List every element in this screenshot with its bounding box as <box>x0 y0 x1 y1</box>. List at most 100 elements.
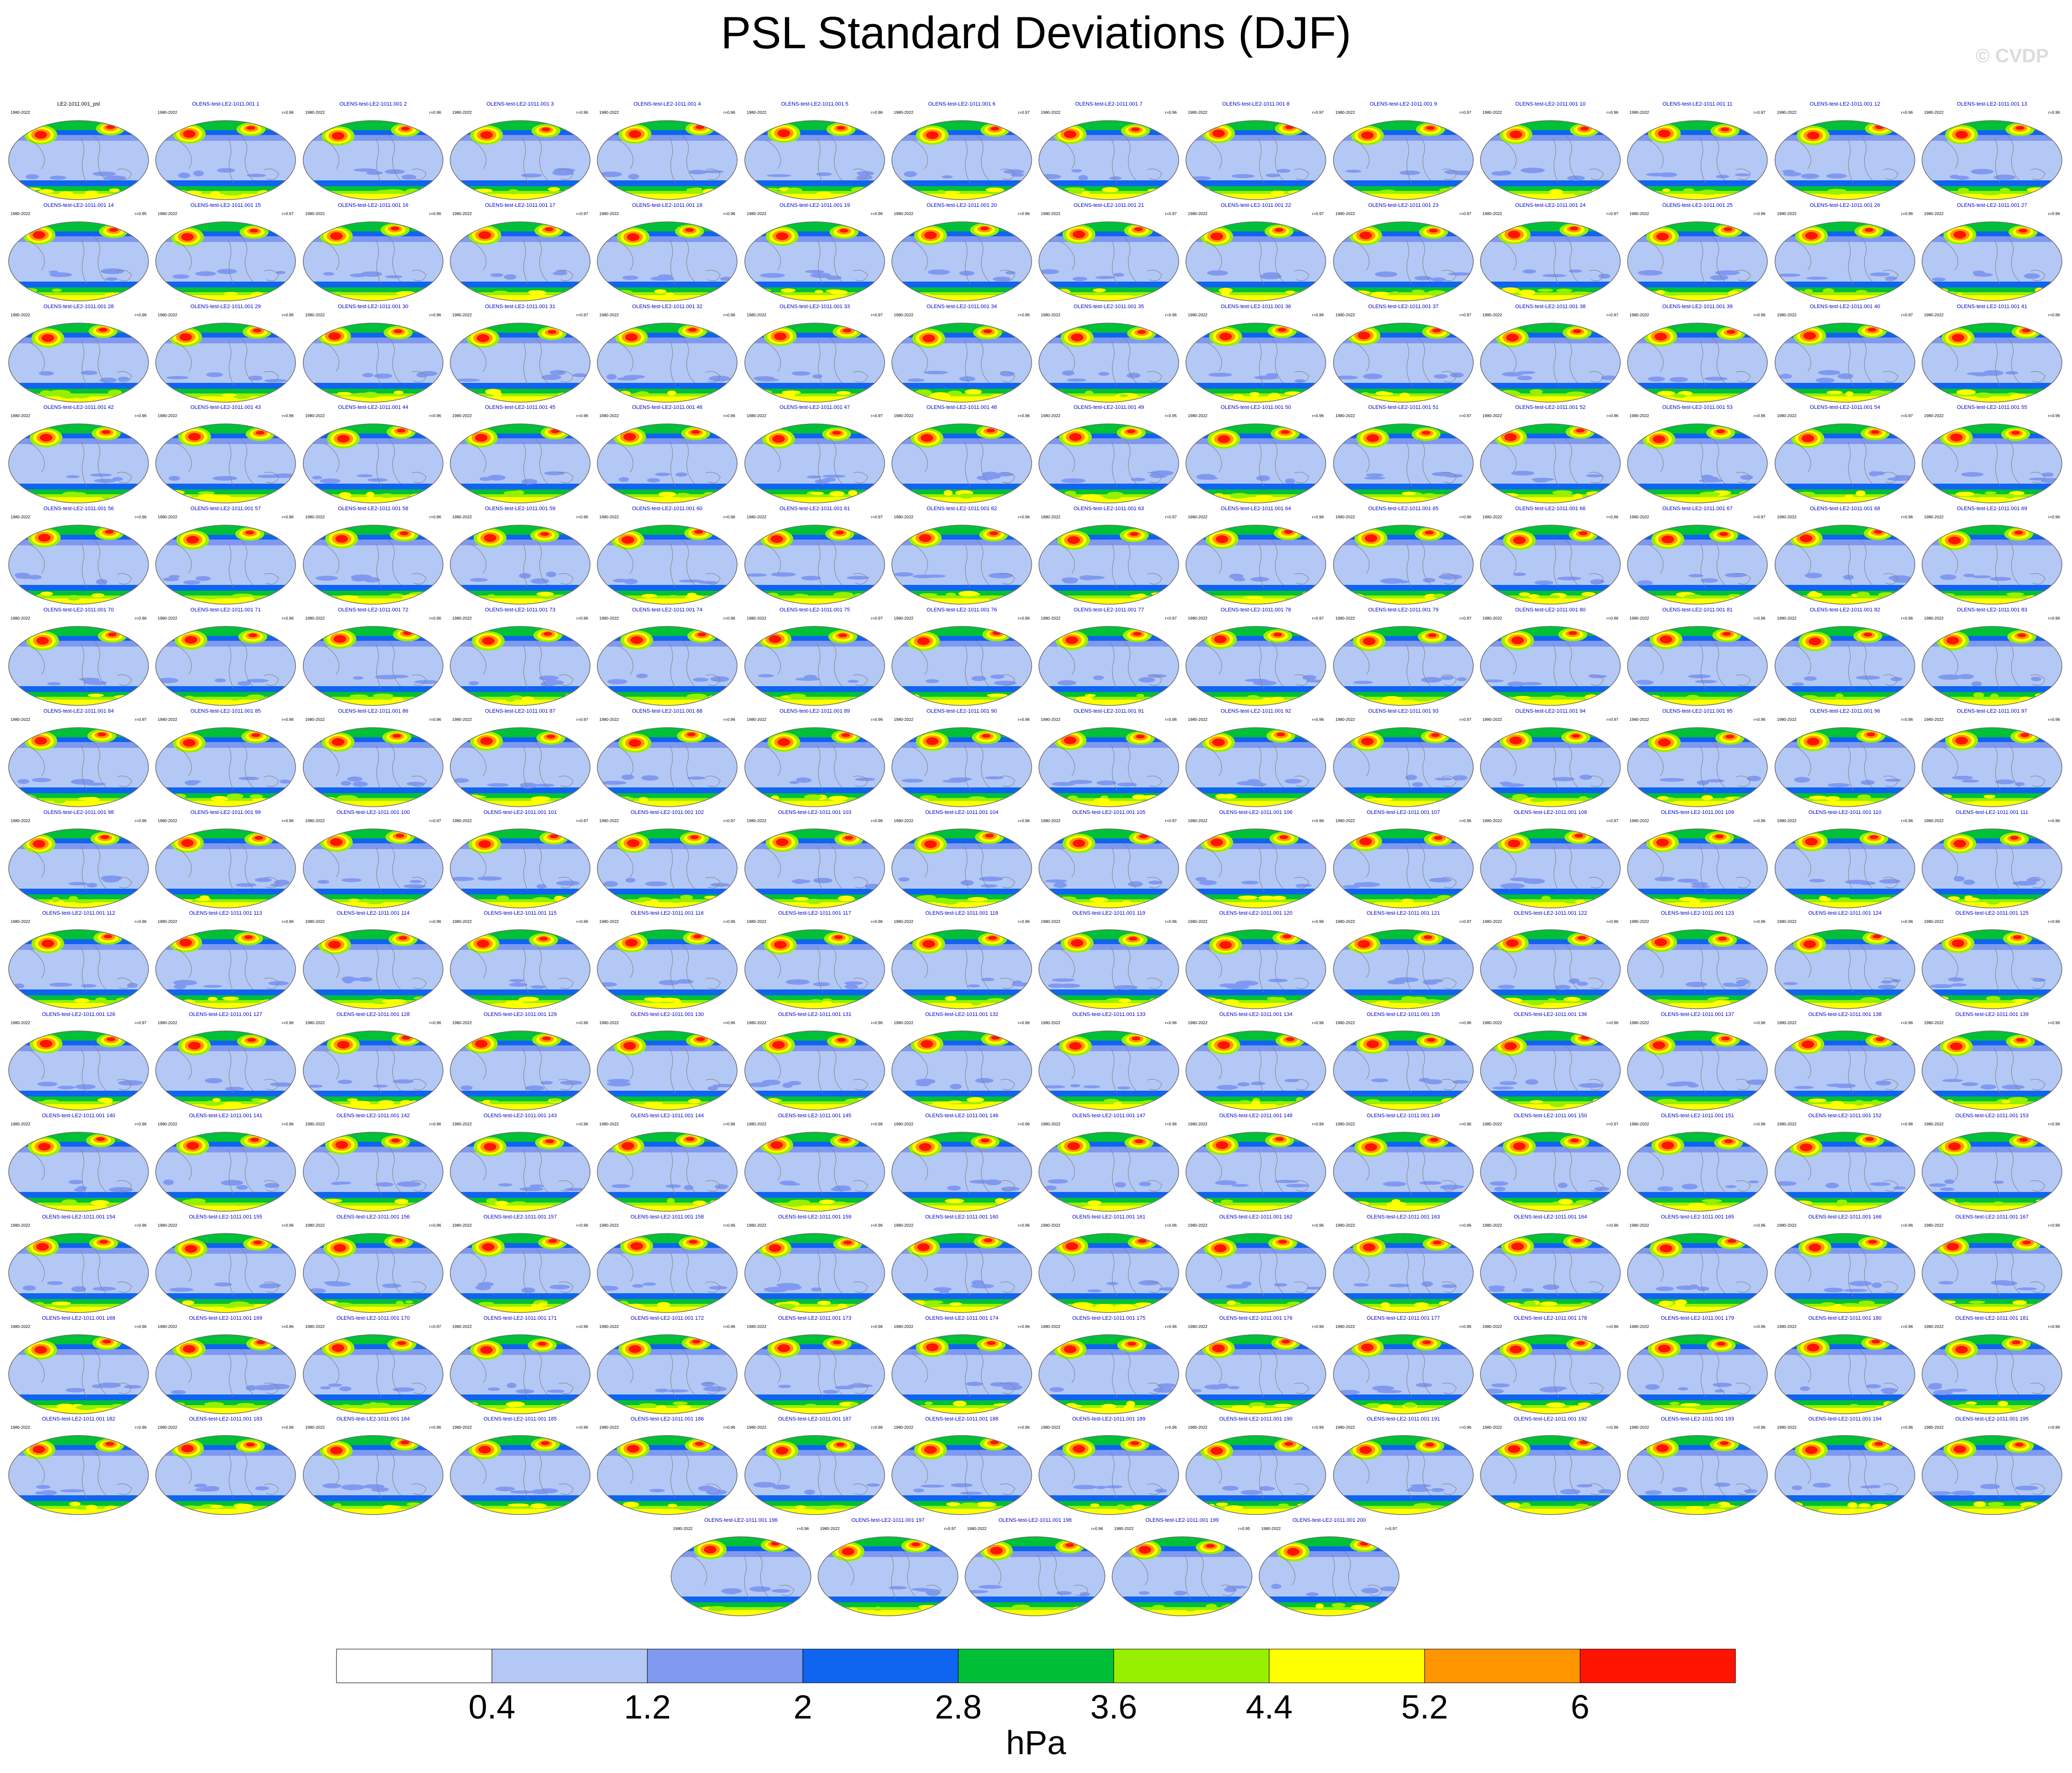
panel-pattern-correlation: r=0.97 <box>135 717 147 722</box>
panel-pattern-correlation: r=0.96 <box>135 413 147 418</box>
panel-period: 1980-2022 <box>1482 717 1502 722</box>
panel-period: 1980-2022 <box>11 616 30 621</box>
panel-period: 1980-2022 <box>305 919 325 924</box>
ensemble-panel: OLENS-test-LE2-1011.001 39 1980-2022 r=0.9… <box>1627 302 1768 403</box>
ensemble-panel: OLENS-test-LE2-1011.001 65 1980-2022 r=0.9… <box>1332 504 1474 605</box>
colorbar-tick-label: 0.4 <box>469 1688 515 1726</box>
panel-period: 1980-2022 <box>1041 514 1061 519</box>
panel-pattern-correlation: r=0.97 <box>282 211 294 216</box>
ensemble-panel: OLENS-test-LE2-1011.001 136 1980-2022 r=0.… <box>1480 1010 1621 1110</box>
panel-pattern-correlation: r=0.96 <box>429 211 441 216</box>
panel-pattern-correlation: r=0.96 <box>135 1425 147 1430</box>
panel-title: OLENS-test-LE2-1011.001 18 <box>632 203 702 208</box>
panel-title: OLENS-test-LE2-1011.001 185 <box>484 1416 557 1422</box>
panel-title: OLENS-test-LE2-1011.001 135 <box>1367 1012 1440 1017</box>
panel-title: OLENS-test-LE2-1011.001 144 <box>631 1113 704 1119</box>
ensemble-panel: OLENS-test-LE2-1011.001 95 1980-2022 r=0.9… <box>1627 706 1768 807</box>
panel-pattern-correlation: r=0.96 <box>1607 1425 1619 1430</box>
panel-title: OLENS-test-LE2-1011.001 169 <box>189 1315 262 1321</box>
panel-title: OLENS-test-LE2-1011.001 147 <box>1072 1113 1145 1119</box>
ensemble-panel: OLENS-test-LE2-1011.001 57 1980-2022 r=0.9… <box>155 504 296 605</box>
panel-period: 1980-2022 <box>1777 616 1797 621</box>
panel-pattern-correlation: r=0.96 <box>1459 1223 1471 1228</box>
panel-period: 1980-2022 <box>599 717 619 722</box>
panel-title: OLENS-test-LE2-1011.001 119 <box>1072 910 1145 916</box>
panel-pattern-correlation: r=0.96 <box>429 1425 441 1430</box>
panel-period: 1980-2022 <box>1629 1425 1649 1430</box>
panel-period: 1980-2022 <box>1261 1526 1281 1531</box>
panel-pattern-correlation: r=0.96 <box>1754 818 1766 823</box>
panel-pattern-correlation: r=0.96 <box>2048 1324 2060 1329</box>
panel-title: OLENS-test-LE2-1011.001 149 <box>1367 1113 1440 1119</box>
panel-title: OLENS-test-LE2-1011.001 115 <box>484 910 556 916</box>
panel-title: OLENS-test-LE2-1011.001 152 <box>1808 1113 1882 1119</box>
panel-period: 1980-2022 <box>894 211 914 216</box>
panel-period: 1980-2022 <box>1924 514 1944 519</box>
panel-period: 1980-2022 <box>1924 919 1944 924</box>
panel-title: OLENS-test-LE2-1011.001 86 <box>338 708 408 714</box>
panel-title: OLENS-test-LE2-1011.001 98 <box>43 810 114 815</box>
panel-title: OLENS-test-LE2-1011.001 67 <box>1662 506 1733 512</box>
panel-title: OLENS-test-LE2-1011.001 188 <box>925 1416 998 1422</box>
panel-period: 1980-2022 <box>894 1425 914 1430</box>
panel-pattern-correlation: r=0.96 <box>1459 1020 1471 1025</box>
ensemble-panel: OLENS-test-LE2-1011.001 156 1980-2022 r=0.… <box>302 1212 444 1313</box>
ensemble-panel: OLENS-test-LE2-1011.001 153 1980-2022 r=0.… <box>1922 1111 2062 1212</box>
panel-pattern-correlation: r=0.96 <box>1901 1223 1913 1228</box>
panel-pattern-correlation: r=0.96 <box>1754 1020 1766 1025</box>
panel-period: 1980-2022 <box>1924 616 1944 621</box>
panel-pattern-correlation: r=0.97 <box>871 413 883 418</box>
ensemble-panel: OLENS-test-LE2-1011.001 33 1980-2022 r=0.9… <box>744 302 885 403</box>
panel-pattern-correlation: r=0.96 <box>282 110 294 115</box>
panel-title: OLENS-test-LE2-1011.001 94 <box>1515 708 1586 714</box>
ensemble-panel: OLENS-test-LE2-1011.001 82 1980-2022 r=0.9… <box>1774 605 1915 706</box>
panel-pattern-correlation: r=0.96 <box>282 1425 294 1430</box>
panel-title: OLENS-test-LE2-1011.001 99 <box>190 810 261 815</box>
panel-pattern-correlation: r=0.96 <box>2048 1223 2060 1228</box>
panel-title: OLENS-test-LE2-1011.001 179 <box>1661 1315 1734 1321</box>
panel-pattern-correlation: r=0.96 <box>1754 919 1766 924</box>
ensemble-panel: OLENS-test-LE2-1011.001 175 1980-2022 r=0.… <box>1038 1313 1179 1414</box>
panel-period: 1980-2022 <box>1482 1122 1502 1126</box>
ensemble-panel: OLENS-test-LE2-1011.001 6 1980-2022 r=0.97 <box>891 99 1032 200</box>
panel-pattern-correlation: r=0.96 <box>577 1223 589 1228</box>
panel-title: OLENS-test-LE2-1011.001 173 <box>778 1315 851 1321</box>
panel-pattern-correlation: r=0.97 <box>1754 514 1766 519</box>
colorbar-swatch <box>1113 1649 1270 1683</box>
panel-period: 1980-2022 <box>894 919 914 924</box>
panel-pattern-correlation: r=0.97 <box>1386 1526 1398 1531</box>
panel-pattern-correlation: r=0.96 <box>2048 818 2060 823</box>
panel-title: OLENS-test-LE2-1011.001 9 <box>1370 101 1437 107</box>
ensemble-panel: OLENS-test-LE2-1011.001 176 1980-2022 r=0.… <box>1185 1313 1327 1414</box>
panel-pattern-correlation: r=0.96 <box>135 312 147 317</box>
ensemble-panel: OLENS-test-LE2-1011.001 18 1980-2022 r=0.9… <box>597 201 738 301</box>
ensemble-panel: OLENS-test-LE2-1011.001 47 1980-2022 r=0.9… <box>744 403 885 504</box>
ensemble-panel: OLENS-test-LE2-1011.001 171 1980-2022 r=0.… <box>450 1313 591 1414</box>
panel-title: OLENS-test-LE2-1011.001 53 <box>1662 405 1733 410</box>
panel-period: 1980-2022 <box>747 312 767 317</box>
panel-period: 1980-2022 <box>11 1425 30 1430</box>
panel-pattern-correlation: r=0.96 <box>1754 211 1766 216</box>
panel-period: 1980-2022 <box>1629 514 1649 519</box>
panel-pattern-correlation: r=0.96 <box>135 1223 147 1228</box>
panel-pattern-correlation: r=0.97 <box>1901 312 1913 317</box>
ensemble-panel: OLENS-test-LE2-1011.001 1 1980-2022 r=0.96 <box>155 99 296 200</box>
panel-pattern-correlation: r=0.96 <box>282 1223 294 1228</box>
panel-period: 1980-2022 <box>1188 1020 1208 1025</box>
panel-title: OLENS-test-LE2-1011.001 181 <box>1955 1315 2029 1321</box>
ensemble-panel: OLENS-test-LE2-1011.001 127 1980-2022 r=0.… <box>155 1010 296 1110</box>
panel-pattern-correlation: r=0.96 <box>429 616 441 621</box>
panel-title: OLENS-test-LE2-1011.001 105 <box>1072 810 1145 815</box>
panel-pattern-correlation: r=0.96 <box>724 1122 736 1126</box>
colorbar-tick-label: 2 <box>794 1688 812 1726</box>
panel-period: 1980-2022 <box>1335 919 1355 924</box>
panel-title: OLENS-test-LE2-1011.001 159 <box>778 1214 851 1220</box>
panel-period: 1980-2022 <box>1924 312 1944 317</box>
panel-period: 1980-2022 <box>158 919 177 924</box>
panel-pattern-correlation: r=0.97 <box>871 312 883 317</box>
panel-pattern-correlation: r=0.96 <box>1312 413 1324 418</box>
panel-pattern-correlation: r=0.97 <box>577 211 589 216</box>
panel-pattern-correlation: r=0.96 <box>2048 413 2060 418</box>
panel-pattern-correlation: r=0.97 <box>944 1526 956 1531</box>
